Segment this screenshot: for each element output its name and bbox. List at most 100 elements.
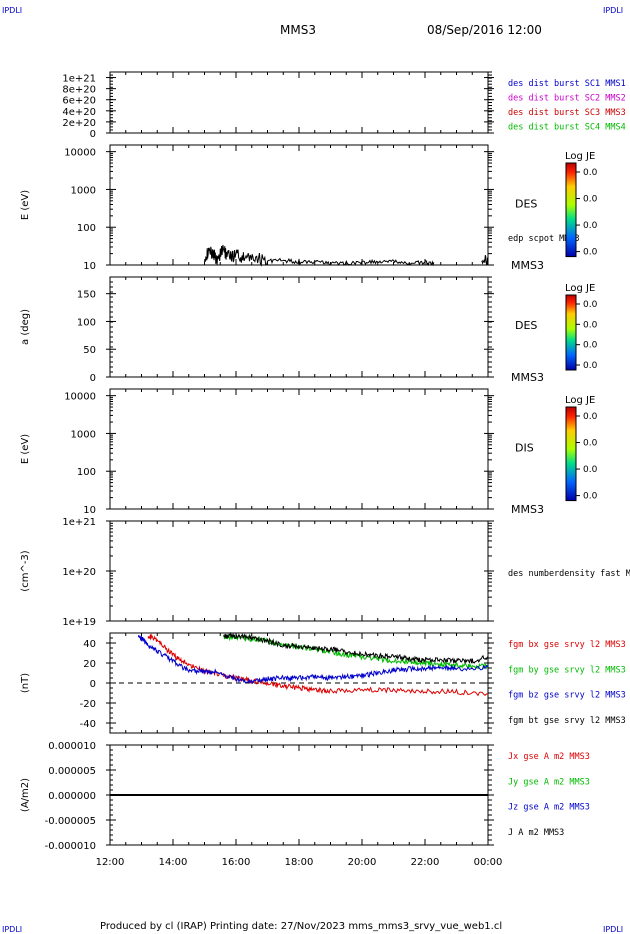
panel-p3: 150 100 50 0 a (deg) DES MMS3 Log JE 0.0 0.0 0.0 0.… xyxy=(20,276,598,384)
x-tick-label: 00:00 xyxy=(474,857,503,868)
y-tick-label: 10 xyxy=(83,261,96,272)
y-tick-label: 0.000000 xyxy=(48,791,96,802)
datetime-title: 08/Sep/2016 12:00 xyxy=(427,23,542,37)
series-line xyxy=(223,631,489,665)
colorbar-tick-label: 0.0 xyxy=(583,492,598,502)
legend-entry: Jz gse A m2 MMS3 xyxy=(508,803,590,813)
y-tick-label: 40 xyxy=(83,639,96,650)
y-tick-label: 4e+20 xyxy=(62,107,96,118)
legend-entry: des numberdensity fast M xyxy=(508,569,630,579)
y-tick-label: -0.000005 xyxy=(45,816,96,827)
overlay-series-line xyxy=(481,254,489,266)
y-tick-label: 1e+21 xyxy=(62,517,96,528)
y-tick-label: 10000 xyxy=(64,392,96,403)
colorbar xyxy=(565,162,577,258)
corner-label-top-right: IPDLI xyxy=(603,6,623,15)
colorbar-tick-label: 0.0 xyxy=(583,168,598,178)
panel-frame xyxy=(109,144,489,266)
panel-p4: 10000 1000 100 10 E (eV) DIS MMS3 Log JE 0.0 0.0 0… xyxy=(20,388,598,516)
y-tick-label: -0.000010 xyxy=(45,841,96,852)
y-tick-label: 1000 xyxy=(71,185,96,196)
y-tick-label: 100 xyxy=(77,317,96,328)
series-line xyxy=(137,634,489,685)
spacecraft-label: MMS3 xyxy=(511,371,544,384)
x-tick-label: 16:00 xyxy=(222,857,251,868)
y-tick-label: 100 xyxy=(77,467,96,478)
panel-p7: 0.000010 0.000005 0.000000 -0.000005 -0.0000… xyxy=(20,741,590,852)
y-axis-label: E (eV) xyxy=(20,190,31,220)
colorbar-tick-label: 0.0 xyxy=(583,248,598,258)
y-axis-label: (nT) xyxy=(20,673,31,693)
y-axis-label: (A/m2) xyxy=(20,778,31,812)
y-tick-label: 2e+20 xyxy=(62,118,96,129)
legend-entry: fgm bt gse srvy l2 MMS3 xyxy=(508,716,626,726)
y-tick-label: 0 xyxy=(90,129,96,140)
corner-label-top-left: IPDLI xyxy=(2,6,22,15)
y-tick-label: 8e+20 xyxy=(62,85,96,96)
x-tick-label: 12:00 xyxy=(96,857,125,868)
panel-p5: 1e+21 1e+20 1e+19 (cm^-3) des numberdensity … xyxy=(20,517,630,628)
colorbar-tick-label: 0.0 xyxy=(583,341,598,351)
y-tick-label: 10000 xyxy=(64,148,96,159)
legend-entry: Jy gse A m2 MMS3 xyxy=(508,777,590,787)
y-tick-label: 1e+21 xyxy=(62,74,96,85)
corner-label-bottom-left: IPDLI xyxy=(2,925,22,934)
y-tick-label: 50 xyxy=(83,345,96,356)
overlay-series-line xyxy=(204,244,435,267)
panel-frame xyxy=(109,71,489,134)
y-axis-label: a (deg) xyxy=(20,309,31,345)
colorbar-title: Log JE xyxy=(565,151,595,162)
legend-entry: des dist burst SC4 MMS4 xyxy=(508,123,626,133)
y-axis-label: (cm^-3) xyxy=(20,550,31,591)
legend-entry: des dist burst SC2 MMS2 xyxy=(508,94,626,104)
corner-label-bottom-right: IPDLI xyxy=(603,925,623,934)
spacecraft-label: MMS3 xyxy=(511,503,544,516)
colorbar-tick-label: 0.0 xyxy=(583,195,598,205)
y-tick-label: 10 xyxy=(83,505,96,516)
x-tick-label: 18:00 xyxy=(285,857,314,868)
colorbar-tick-label: 0.0 xyxy=(583,465,598,475)
colorbar-tick-label: 0.0 xyxy=(583,320,598,330)
legend-entry: fgm bz gse srvy l2 MMS3 xyxy=(508,691,626,701)
y-tick-label: 20 xyxy=(83,659,96,670)
y-tick-label: -20 xyxy=(80,699,96,710)
panel-frame xyxy=(109,388,489,510)
colorbar xyxy=(565,294,577,371)
colorbar-tick-label: 0.0 xyxy=(583,439,598,449)
x-tick-label: 14:00 xyxy=(159,857,188,868)
overlay-label: edp scpot MMS3 xyxy=(508,234,580,244)
legend-entry: fgm by gse srvy l2 MMS3 xyxy=(508,665,626,675)
colorbar-title: Log JE xyxy=(565,395,595,406)
y-tick-label: 1000 xyxy=(71,429,96,440)
colorbar xyxy=(565,406,577,502)
footer-credit: Produced by cl (IRAP) Printing date: 27/… xyxy=(100,921,502,932)
legend-entry: des dist burst SC3 MMS3 xyxy=(508,108,626,118)
y-tick-label: 1e+19 xyxy=(62,617,96,628)
colorbar-tick-label: 0.0 xyxy=(583,300,598,310)
y-tick-label: 100 xyxy=(77,223,96,234)
y-tick-label: 0 xyxy=(90,679,96,690)
y-tick-label: 1e+20 xyxy=(62,567,96,578)
colorbar-tick-label: 0.0 xyxy=(583,221,598,231)
colorbar-tick-label: 0.0 xyxy=(583,361,598,371)
instrument-label: DIS xyxy=(515,441,534,454)
spacecraft-label: MMS3 xyxy=(511,259,544,272)
y-axis-label: E (eV) xyxy=(20,434,31,464)
colorbar-tick-label: 0.0 xyxy=(583,412,598,422)
panel-p6: 40 20 0 -20 -40 (nT) fgm bx gse srvy l2 MMS3 fg… xyxy=(20,631,626,734)
y-tick-label: 0 xyxy=(90,373,96,384)
colorbar-title: Log JE xyxy=(565,283,595,294)
panel-frame xyxy=(109,520,489,622)
panel-p2: 10000 1000 100 10 E (eV) DES MMS3 edp scpot MMS… xyxy=(20,144,598,272)
y-tick-label: 0.000010 xyxy=(48,741,96,752)
y-tick-label: 0.000005 xyxy=(48,766,96,777)
panel-frame xyxy=(109,276,489,378)
legend-entry: des dist burst SC1 MMS1 xyxy=(508,79,626,89)
y-tick-label: -40 xyxy=(80,719,96,730)
legend-entry: fgm bx gse srvy l2 MMS3 xyxy=(508,640,626,650)
x-tick-label: 22:00 xyxy=(411,857,440,868)
legend-entry: Jx gse A m2 MMS3 xyxy=(508,752,590,762)
y-tick-label: 6e+20 xyxy=(62,96,96,107)
